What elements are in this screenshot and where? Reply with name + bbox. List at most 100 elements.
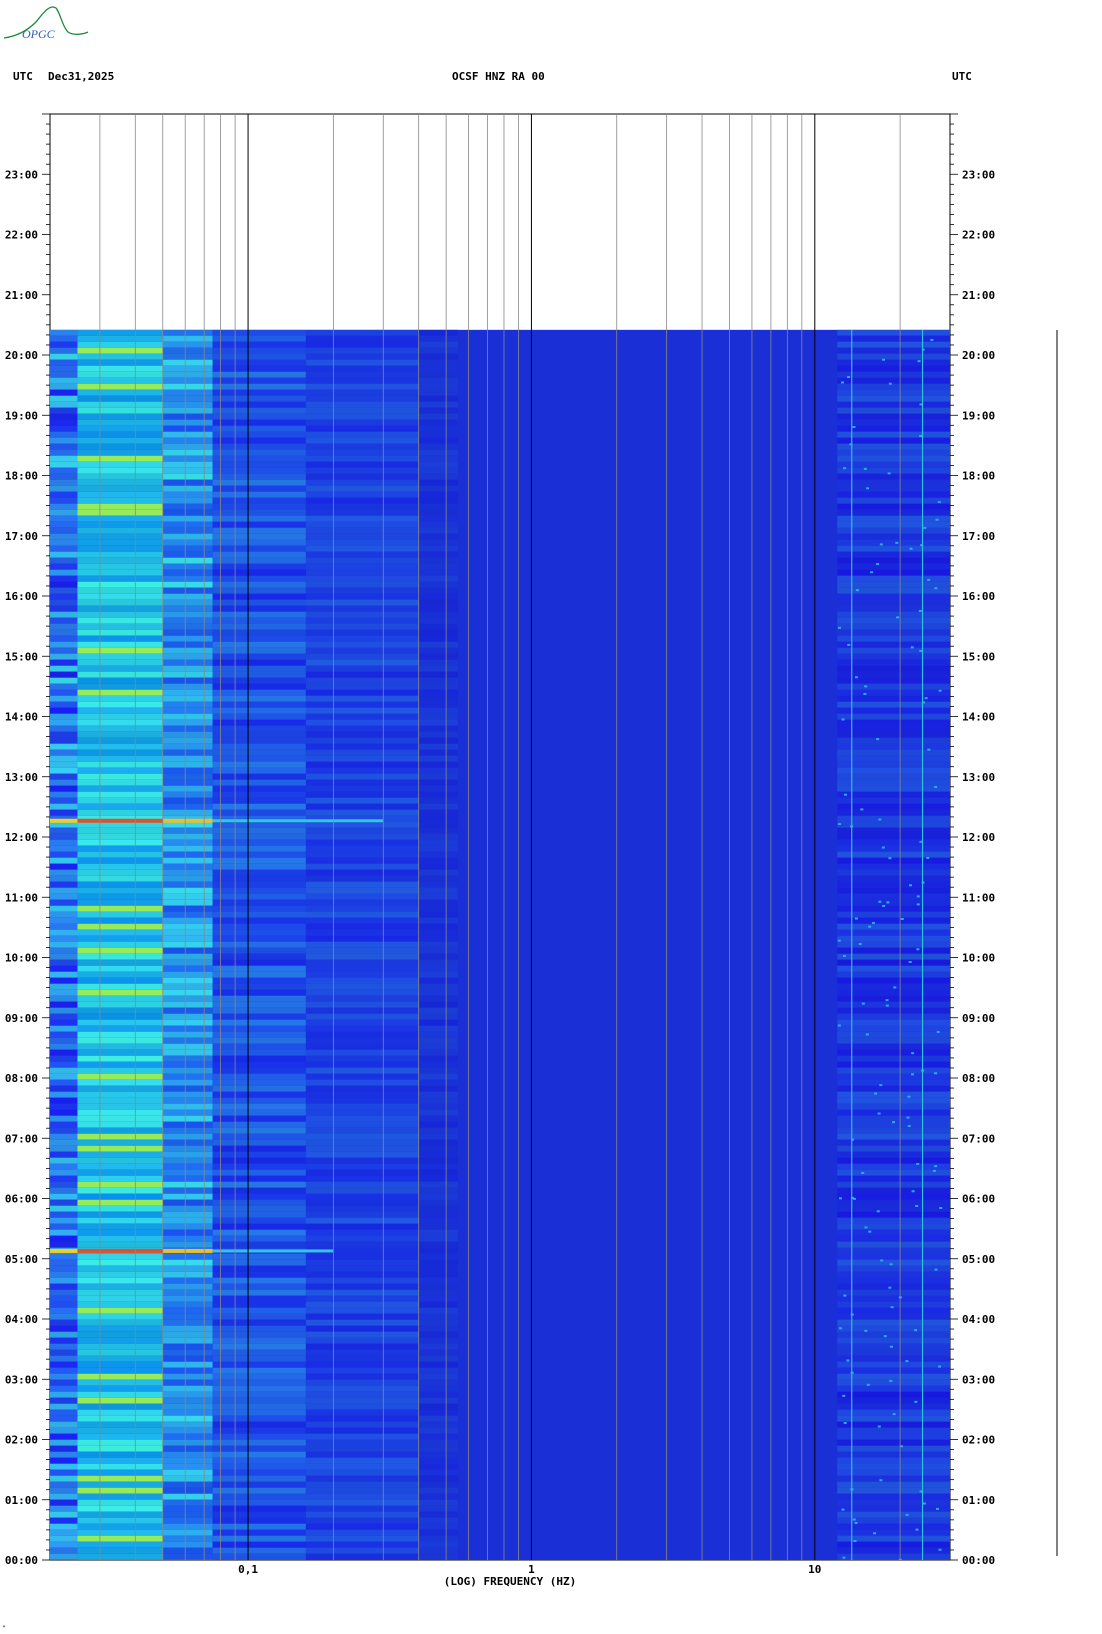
heatmap-cell xyxy=(418,1295,458,1302)
y-tick-label-left: 01:00 xyxy=(5,1494,38,1507)
heatmap-cell xyxy=(418,359,458,366)
heatmap-cell xyxy=(305,431,419,438)
y-tick-label-left: 15:00 xyxy=(5,650,38,663)
heatmap-cell xyxy=(837,509,950,516)
heatmap-cell xyxy=(837,821,950,828)
heatmap-cell xyxy=(50,1049,78,1056)
heatmap-cell xyxy=(305,875,419,882)
heatmap-cell xyxy=(305,671,419,678)
heatmap-cell xyxy=(418,443,458,450)
heatmap-cell xyxy=(305,335,419,342)
heatmap-cell xyxy=(418,983,458,990)
heatmap-cell xyxy=(212,983,306,990)
heatmap-cell xyxy=(418,737,458,744)
heatmap-cell xyxy=(418,827,458,834)
heatmap-cell xyxy=(50,1157,78,1164)
heatmap-cell xyxy=(77,743,163,750)
heatmap-cell xyxy=(162,767,213,774)
heatmap-cell xyxy=(837,1223,950,1230)
heatmap-speck xyxy=(879,1084,883,1087)
heatmap-cell xyxy=(305,359,419,366)
heatmap-cell xyxy=(305,1469,419,1476)
heatmap-cell xyxy=(305,755,419,762)
heatmap-cell xyxy=(162,1019,213,1026)
heatmap-speck xyxy=(889,1263,893,1266)
heatmap-cell xyxy=(837,737,950,744)
heatmap-cell xyxy=(305,893,419,900)
heatmap-cell xyxy=(212,797,306,804)
heatmap-cell xyxy=(50,839,78,846)
heatmap-cell xyxy=(50,749,78,756)
heatmap-cell xyxy=(418,1439,458,1446)
heatmap-cell xyxy=(305,899,419,906)
heatmap-cell xyxy=(418,575,458,582)
heatmap-cell xyxy=(837,1319,950,1326)
y-tick-label-left: 07:00 xyxy=(5,1132,38,1145)
heatmap-cell xyxy=(77,1199,163,1206)
heatmap-cell xyxy=(212,725,306,732)
heatmap-cell xyxy=(162,605,213,612)
heatmap-cell xyxy=(162,377,213,384)
heatmap-cell xyxy=(212,413,306,420)
heatmap-cell xyxy=(837,437,950,444)
heatmap-cell xyxy=(418,1547,458,1554)
heatmap-cell xyxy=(837,1091,950,1098)
heatmap-cell xyxy=(418,977,458,984)
heatmap-cell xyxy=(305,377,419,384)
heatmap-speck xyxy=(877,1112,881,1115)
heatmap-cell xyxy=(418,887,458,894)
heatmap-cell xyxy=(418,1235,458,1242)
heatmap-cell xyxy=(162,1181,213,1188)
heatmap-cell xyxy=(305,1121,419,1128)
heatmap-speck xyxy=(907,1095,911,1098)
heatmap-cell xyxy=(418,1073,458,1080)
heatmap-cell xyxy=(837,575,950,582)
heatmap-cell xyxy=(50,389,78,396)
heatmap-cell xyxy=(50,899,78,906)
heatmap-cell xyxy=(837,869,950,876)
heatmap-cell xyxy=(305,1139,419,1146)
heatmap-cell xyxy=(837,455,950,462)
heatmap-cell xyxy=(162,1061,213,1068)
heatmap-cell xyxy=(418,371,458,378)
heatmap-cell xyxy=(837,665,950,672)
heatmap-cell xyxy=(418,1193,458,1200)
heatmap-cell xyxy=(837,749,950,756)
heatmap-cell xyxy=(212,1139,306,1146)
heatmap-cell xyxy=(212,1415,306,1422)
heatmap-cell xyxy=(212,965,306,972)
heatmap-cell xyxy=(305,425,419,432)
heatmap-cell xyxy=(305,971,419,978)
heatmap-cell xyxy=(77,719,163,726)
heatmap-cell xyxy=(837,785,950,792)
y-tick-label-left: 18:00 xyxy=(5,470,38,483)
heatmap-cell xyxy=(50,575,78,582)
heatmap-cell xyxy=(50,719,78,726)
heatmap-cell xyxy=(162,659,213,666)
heatmap-cell xyxy=(162,1421,213,1428)
heatmap-cell xyxy=(305,1517,419,1524)
heatmap-cell xyxy=(50,503,78,510)
heatmap-cell xyxy=(77,425,163,432)
y-tick-label-left: 16:00 xyxy=(5,590,38,603)
heatmap-cell xyxy=(77,1097,163,1104)
heatmap-cell xyxy=(837,767,950,774)
heatmap-cell xyxy=(212,1457,306,1464)
heatmap-cell xyxy=(837,485,950,492)
heatmap-cell xyxy=(77,1043,163,1050)
heatmap-cell xyxy=(418,1427,458,1434)
heatmap-cell xyxy=(212,401,306,408)
spectrogram-heatmap xyxy=(50,329,950,1561)
heatmap-cell xyxy=(418,893,458,900)
heatmap-cell xyxy=(162,797,213,804)
heatmap-cell xyxy=(305,1451,419,1458)
heatmap-speck xyxy=(919,435,923,438)
heatmap-cell xyxy=(162,713,213,720)
heatmap-cell xyxy=(837,1523,950,1530)
heatmap-cell xyxy=(50,1517,78,1524)
heatmap-cell xyxy=(77,647,163,654)
heatmap-cell xyxy=(837,707,950,714)
y-tick-label-right: 08:00 xyxy=(962,1072,995,1085)
heatmap-cell xyxy=(305,779,419,786)
heatmap-cell xyxy=(212,653,306,660)
